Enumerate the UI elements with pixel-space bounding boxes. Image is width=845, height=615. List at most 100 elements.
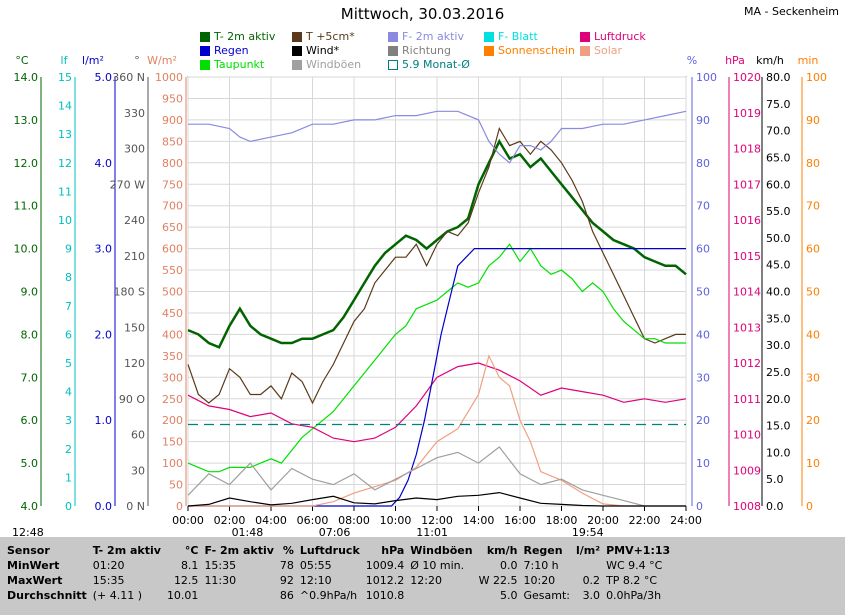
table-cell: 1009.4 (365, 559, 405, 572)
tick-label-sun: 10 (806, 457, 820, 470)
tick-label-rain: 5.0 (95, 71, 113, 84)
legend-label: F- Blatt (498, 30, 538, 43)
tick-label-solar: 1000 (155, 71, 183, 84)
stats-footer: Sensor T- 2m aktiv °C F- 2m aktiv% Luftdruck… (0, 537, 845, 615)
time-tick-label: 24:00 (670, 514, 702, 527)
tick-label-wind: 30.0 (766, 339, 791, 352)
row-label: MaxWert (7, 574, 63, 587)
stats-table: Sensor T- 2m aktiv °C F- 2m aktiv% Luftdruck… (4, 543, 679, 603)
tick-label-temp: 5.0 (21, 457, 39, 470)
tick-label-dir: 240 (124, 214, 145, 227)
legend-item: Windböen (292, 58, 361, 71)
legend-item: Regen (200, 44, 249, 57)
tick-label-sun: 100 (806, 71, 827, 84)
tick-label-sun: 90 (806, 114, 820, 127)
table-cell: 1010.8 (365, 589, 405, 602)
legend-swatch (388, 45, 398, 56)
axis-unit-press: hPa (725, 54, 745, 67)
legend-label: Wind* (306, 44, 340, 57)
table-cell: TP 8.2 °C (606, 574, 658, 587)
table-cell: ^0.9hPa/h (299, 589, 358, 602)
tick-label-solar: 400 (162, 328, 183, 341)
tick-label-solar: 150 (162, 436, 183, 449)
tick-label-press: 1018 (733, 143, 761, 156)
tick-label-leaf: 4 (65, 386, 72, 399)
tick-label-hum: 0 (696, 500, 703, 513)
legend-item: Wind* (292, 44, 339, 57)
tick-label-leaf: 6 (65, 328, 72, 341)
table-cell: (+ 4.11 ) (92, 589, 143, 602)
tick-label-dir: 90 O (119, 393, 145, 406)
legend-swatch (292, 59, 302, 70)
legend-label: T +5cm* (306, 30, 355, 43)
table-cell: 92 (279, 574, 294, 587)
tick-label-solar: 200 (162, 414, 183, 427)
legend-swatch (292, 45, 302, 56)
table-cell: 15:35 (92, 574, 125, 587)
tick-label-hum: 40 (696, 328, 710, 341)
series-f-2m-aktiv (188, 110, 687, 164)
tick-label-temp: 7.0 (21, 371, 39, 384)
axis-unit-hum: % (687, 54, 697, 67)
time-tick-label: 20:00 (587, 514, 619, 527)
legend-label: Regen (214, 44, 249, 57)
table-cell (573, 558, 603, 573)
tick-label-hum: 90 (696, 114, 710, 127)
tick-label-hum: 100 (696, 71, 717, 84)
time-tick-label: 16:00 (504, 514, 536, 527)
tick-label-press: 1013 (733, 321, 761, 334)
time-tick-label: 14:00 (463, 514, 495, 527)
table-cell: 0.2 (582, 574, 601, 587)
tick-label-temp: 14.0 (14, 71, 39, 84)
legend-item: 5.9 Monat-Ø (388, 58, 470, 71)
tick-label-press: 1020 (733, 71, 761, 84)
legend-label: Richtung (402, 44, 451, 57)
legend-item: T- 2m aktiv (200, 30, 275, 43)
tick-label-solar: 500 (162, 286, 183, 299)
tick-label-press: 1019 (733, 107, 761, 120)
tick-label-rain: 2.0 (95, 328, 113, 341)
tick-label-temp: 8.0 (21, 328, 39, 341)
tick-label-rain: 4.0 (95, 157, 113, 170)
tick-label-press: 1011 (733, 393, 761, 406)
row-label: Durchschnitt (7, 589, 87, 602)
tick-label-wind: 45.0 (766, 259, 791, 272)
tick-label-leaf: 1 (65, 471, 72, 484)
table-row: MinWert 01:20 8.1 15:35 78 05:55 1009.4 Ø 10 mi… (4, 558, 679, 573)
axis-unit-leaf: lf (61, 54, 69, 67)
tick-label-wind: 5.0 (766, 473, 784, 486)
series-solar (188, 354, 686, 507)
tick-label-rain: 3.0 (95, 243, 113, 256)
row-label: MinWert (7, 559, 60, 572)
tick-label-leaf: 13 (58, 128, 72, 141)
legend-label: Luftdruck (594, 30, 646, 43)
table-cell: 78 (279, 559, 294, 572)
tick-label-wind: 40.0 (766, 286, 791, 299)
sunrise-label: 01:48 (232, 526, 264, 537)
tick-label-press: 1016 (733, 214, 761, 227)
table-cell: 01:20 (92, 559, 125, 572)
legend-swatch (388, 31, 398, 42)
legend-label: Windböen (306, 58, 362, 71)
tick-label-press: 1010 (733, 429, 761, 442)
header-cell: F- 2m aktiv (204, 544, 274, 557)
header-cell: Luftdruck (299, 544, 360, 557)
tick-label-press: 1017 (733, 178, 761, 191)
legend-label: Solar (594, 44, 623, 57)
series-t-2m-aktiv (187, 138, 687, 349)
header-unit: % (282, 544, 294, 557)
legend-swatch (388, 59, 398, 70)
sunset-label: 07:06 (319, 526, 351, 537)
tick-label-temp: 6.0 (21, 414, 39, 427)
tick-label-temp: 10.0 (14, 243, 39, 256)
tick-label-wind: 75.0 (766, 98, 791, 111)
tick-label-sun: 20 (806, 414, 820, 427)
series-luftdruck (187, 362, 687, 443)
tick-label-wind: 20.0 (766, 393, 791, 406)
table-cell: 15:35 (204, 559, 237, 572)
tick-label-solar: 350 (162, 350, 183, 363)
tick-label-dir: 30 (131, 464, 145, 477)
table-cell: 5.0 (499, 589, 518, 602)
header-cell: PMV+1:13 (606, 544, 671, 557)
time-tick-label: 18:00 (546, 514, 578, 527)
